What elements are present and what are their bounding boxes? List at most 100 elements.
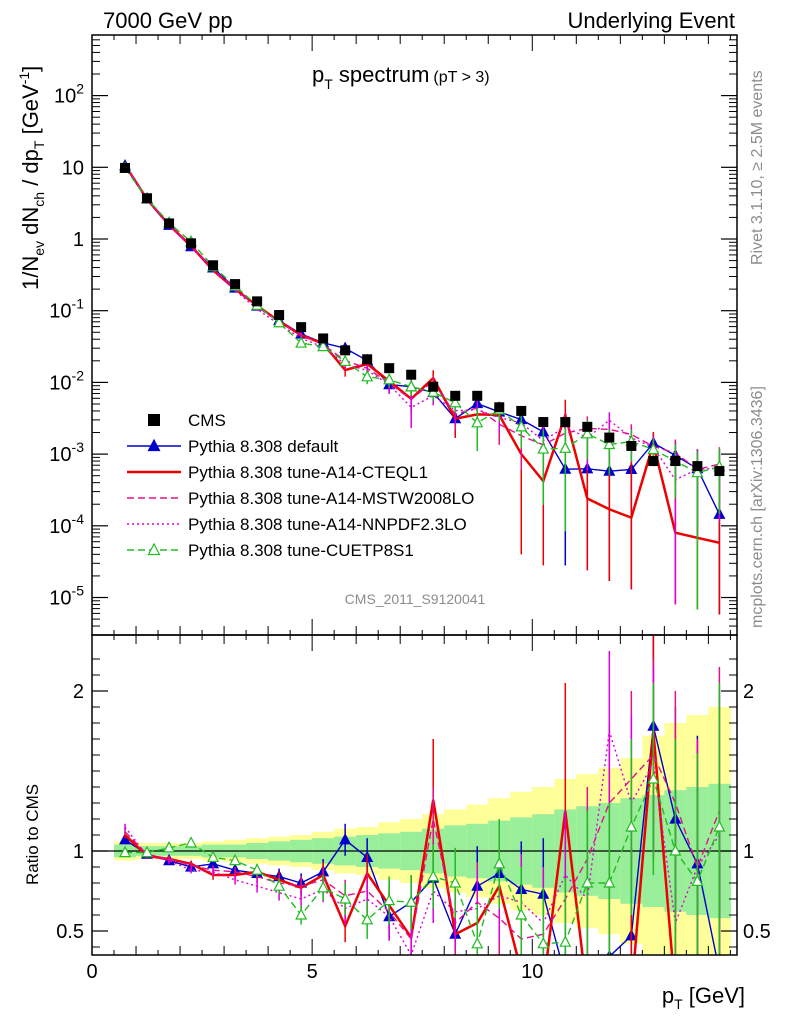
- legend-label: CMS: [188, 411, 226, 430]
- data-point-cms: [648, 456, 659, 467]
- data-point-cms: [340, 345, 351, 356]
- marker-ratio: [537, 937, 550, 949]
- marker-ratio: [582, 964, 592, 974]
- data-point-cms: [428, 381, 439, 392]
- data-point-cms: [670, 456, 681, 467]
- main-panel: 102 10 1 10-1 10-2 10-3 10-4 10-5: [49, 34, 738, 636]
- marker-ratio: [647, 772, 660, 784]
- data-point-cms: [230, 279, 241, 290]
- ratio-tick-label-right: 2: [743, 681, 754, 703]
- data-point-cms: [318, 333, 329, 344]
- legend-label: Pythia 8.308 tune-A14-CTEQL1: [188, 463, 428, 482]
- x-axis-label-sub: T: [674, 996, 683, 1012]
- marker-main: [449, 395, 462, 408]
- marker-main: [317, 339, 330, 352]
- marker-ratio: [714, 966, 724, 976]
- marker-ratio: [229, 853, 242, 866]
- data-point-cms: [208, 260, 219, 271]
- marker-main: [383, 372, 396, 385]
- data-point-cms: [626, 440, 637, 451]
- marker-ratio: [295, 908, 308, 920]
- x-tick-label: 0: [86, 961, 97, 983]
- legend: CMS Pythia 8.308 default Pythia 8.308 tune…: [127, 411, 474, 560]
- marker-main: [515, 420, 528, 432]
- x-axis-label-p: p: [662, 983, 674, 1008]
- marker-main: [559, 441, 572, 453]
- marker-ratio: [119, 845, 132, 858]
- series-line-ratio: [124, 730, 720, 955]
- y-tick-label: 10-3: [49, 439, 84, 466]
- data-point-cms: [164, 218, 175, 229]
- ratio-tick-label: 1: [73, 841, 84, 863]
- y-tick-label: 1: [73, 229, 84, 251]
- marker-ratio: [560, 970, 570, 980]
- series-line-main: [124, 167, 720, 474]
- marker-main: [295, 336, 308, 348]
- data-point-cms: [516, 405, 527, 416]
- data-point-cms: [472, 390, 483, 401]
- plot-title: pT spectrum (pT > 3): [312, 62, 490, 92]
- data-point-cms: [142, 193, 153, 204]
- series-line-ratio: [124, 753, 721, 941]
- ratio-tick-label-right: 1: [743, 841, 754, 863]
- marker-ratio: [405, 895, 418, 907]
- ratio-frame: [91, 634, 738, 956]
- marker-ratio: [559, 935, 572, 947]
- marker-main: [537, 442, 550, 454]
- data-point-cms: [604, 432, 615, 443]
- marker-main: [361, 370, 374, 382]
- marker-ratio: [339, 892, 352, 904]
- legend-label: Pythia 8.308 default: [188, 437, 339, 456]
- marker-ratio: [625, 820, 638, 832]
- plot-title-main: p: [312, 62, 324, 87]
- y-tick-label: 10: [62, 157, 84, 179]
- data-point-cms: [362, 354, 373, 365]
- series-line-main: [124, 165, 721, 515]
- legend-marker-square: [148, 414, 160, 426]
- marker-main: [339, 354, 352, 367]
- y-tick-label: 102: [54, 81, 84, 108]
- y-axis-label-ratio: Ratio to CMS: [23, 784, 42, 885]
- marker-ratio: [427, 869, 440, 882]
- x-tick-label: 5: [307, 961, 318, 983]
- side-text-rivet: Rivet 3.1.10, ≥ 2.5M events: [749, 70, 766, 265]
- data-point-cms: [274, 310, 285, 321]
- marker-main: [405, 379, 418, 392]
- header-right: Underlying Event: [567, 8, 735, 33]
- data-point-cms: [538, 417, 549, 428]
- marker-ratio: [493, 857, 506, 869]
- marker-ratio: [317, 881, 330, 893]
- marker-main: [603, 437, 616, 450]
- marker-ratio: [251, 863, 264, 875]
- header-left: 7000 GeV pp: [103, 8, 233, 33]
- series-line-main: [124, 163, 720, 481]
- legend-marker-triangle: [147, 542, 161, 556]
- marker-ratio: [361, 913, 374, 925]
- series-line-ratio: [125, 777, 721, 947]
- series-line-main: [123, 164, 720, 544]
- marker-ratio: [141, 845, 154, 858]
- legend-label: Pythia 8.308 tune-A14-NNPDF2.3LO: [188, 515, 467, 534]
- data-point-cms: [714, 466, 725, 477]
- data-point-cms: [120, 162, 131, 173]
- marker-ratio: [383, 893, 396, 906]
- data-point-cms: [186, 238, 197, 249]
- marker-ratio: [185, 836, 198, 848]
- marker-ratio: [669, 844, 682, 856]
- y-tick-label: 10-4: [49, 511, 84, 538]
- data-point-cms: [582, 421, 593, 432]
- legend-marker-triangle: [147, 438, 161, 452]
- legend-item: Pythia 8.308 tune-A14-MSTW2008LO: [127, 489, 474, 508]
- plot-title-rest: spectrum: [333, 62, 430, 87]
- marker-ratio: [713, 820, 726, 832]
- marker-ratio: [207, 850, 220, 863]
- data-point-cms: [494, 402, 505, 413]
- data-point-cms: [560, 417, 571, 428]
- x-tick-label: 10: [521, 961, 543, 983]
- marker-ratio: [603, 876, 616, 888]
- y-tick-label: 10-5: [49, 583, 84, 610]
- marker-ratio: [691, 874, 704, 887]
- data-point-cms: [406, 369, 417, 380]
- ratio-panel: 0.5 0.5 1 1 2 2 0 5 10: [56, 35, 771, 983]
